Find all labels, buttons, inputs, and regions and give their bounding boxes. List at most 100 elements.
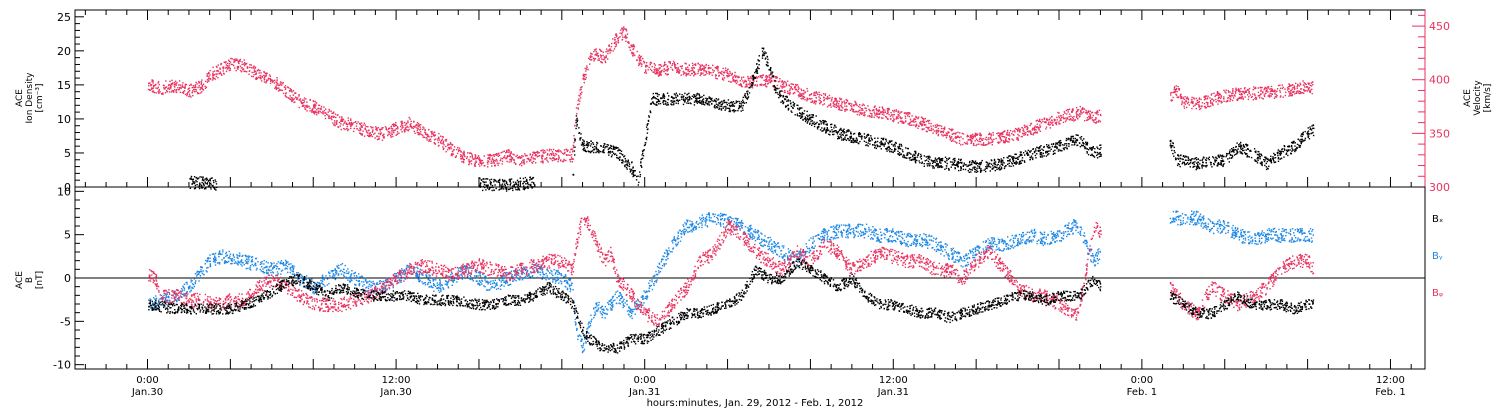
velocity-series-point xyxy=(1272,89,1273,90)
velocity-series-point xyxy=(502,161,503,162)
density-series-point xyxy=(624,155,625,156)
velocity-series-point xyxy=(1082,107,1083,108)
velocity-series-point xyxy=(858,111,859,112)
velocity-series-point xyxy=(1185,103,1186,104)
density-series-point xyxy=(864,141,865,142)
density-series-point xyxy=(859,141,860,142)
velocity-series-point xyxy=(174,82,175,83)
velocity-series-point xyxy=(988,141,989,142)
velocity-series-point xyxy=(1199,98,1200,99)
velocity-series-point xyxy=(660,71,661,72)
velocity-series-point xyxy=(429,139,430,140)
velocity-series-point xyxy=(364,123,365,124)
velocity-series-point xyxy=(571,149,572,150)
density-series-point xyxy=(837,138,838,139)
velocity-series-point xyxy=(623,29,624,30)
density-series-point xyxy=(819,120,820,121)
density-series-point xyxy=(801,107,802,108)
velocity-series-point xyxy=(871,113,872,114)
velocity-series-point xyxy=(391,131,392,132)
density-series-point xyxy=(506,190,507,191)
velocity-series-point xyxy=(976,139,977,140)
density-series-point xyxy=(625,158,626,159)
velocity-series-point xyxy=(244,62,245,63)
velocity-series-point xyxy=(1060,118,1061,119)
velocity-series-point xyxy=(664,62,665,63)
velocity-series-point xyxy=(1268,95,1269,96)
velocity-series-point xyxy=(1279,85,1280,86)
velocity-series-point xyxy=(1235,92,1236,93)
velocity-series-point xyxy=(726,75,727,76)
velocity-series-point xyxy=(618,37,619,38)
velocity-series-point xyxy=(1304,82,1305,83)
velocity-series-point xyxy=(1008,141,1009,142)
density-series-point xyxy=(743,105,744,106)
density-series-point xyxy=(612,154,613,155)
velocity-series-point xyxy=(597,53,598,54)
velocity-series-point xyxy=(581,86,582,87)
density-series-point xyxy=(700,103,701,104)
density-series-point xyxy=(746,91,747,92)
velocity-series-point xyxy=(450,142,451,143)
velocity-series-point xyxy=(420,129,421,130)
density-series-point xyxy=(902,149,903,150)
velocity-series-point xyxy=(1253,99,1254,100)
velocity-series-point xyxy=(1070,116,1071,117)
velocity-series-point xyxy=(274,88,275,89)
velocity-series-point xyxy=(282,90,283,91)
density-series-point xyxy=(697,103,698,104)
velocity-series-point xyxy=(803,98,804,99)
velocity-series-point xyxy=(735,81,736,82)
velocity-series-point xyxy=(243,63,244,64)
density-series-point xyxy=(582,142,583,143)
velocity-series-point xyxy=(972,134,973,135)
velocity-series-point xyxy=(1274,90,1275,91)
velocity-series-point xyxy=(1245,96,1246,97)
velocity-series-point xyxy=(1296,91,1297,92)
velocity-series-point xyxy=(886,113,887,114)
velocity-series-point xyxy=(757,85,758,86)
velocity-series-point xyxy=(977,140,978,141)
velocity-series-point xyxy=(936,130,937,131)
velocity-series-point xyxy=(663,65,664,66)
velocity-series-point xyxy=(506,150,507,151)
density-series-point xyxy=(590,145,591,146)
velocity-series-point xyxy=(973,143,974,144)
velocity-series-point xyxy=(522,160,523,161)
velocity-series-point xyxy=(706,73,707,74)
velocity-series-point xyxy=(894,114,895,115)
velocity-series-point xyxy=(438,142,439,143)
density-series-point xyxy=(489,179,490,180)
velocity-series-point xyxy=(372,127,373,128)
velocity-series-point xyxy=(1078,115,1079,116)
density-series-point xyxy=(869,139,870,140)
density-series-point xyxy=(576,115,577,116)
velocity-series-point xyxy=(315,104,316,105)
density-series-point xyxy=(793,102,794,103)
velocity-series-point xyxy=(933,129,934,130)
velocity-series-point xyxy=(966,141,967,142)
density-series-point xyxy=(657,93,658,94)
velocity-series-point xyxy=(1262,91,1263,92)
density-series-point xyxy=(821,123,822,124)
velocity-series-point xyxy=(443,142,444,143)
density-series-point xyxy=(596,150,597,151)
velocity-series-point xyxy=(626,30,627,31)
velocity-series-point xyxy=(1290,90,1291,91)
density-series-point xyxy=(578,133,579,134)
density-series-point xyxy=(574,147,575,148)
velocity-series-point xyxy=(291,101,292,102)
density-series-point xyxy=(577,120,578,121)
velocity-series-point xyxy=(732,74,733,75)
velocity-series-point xyxy=(460,156,461,157)
velocity-series-point xyxy=(349,122,350,123)
velocity-series-point xyxy=(829,97,830,98)
density-series-point xyxy=(715,101,716,102)
velocity-series-point xyxy=(285,85,286,86)
velocity-series-point xyxy=(299,107,300,108)
velocity-series-point xyxy=(159,89,160,90)
velocity-series-point xyxy=(1181,96,1182,97)
velocity-series-point xyxy=(767,76,768,77)
velocity-series-point xyxy=(494,156,495,157)
